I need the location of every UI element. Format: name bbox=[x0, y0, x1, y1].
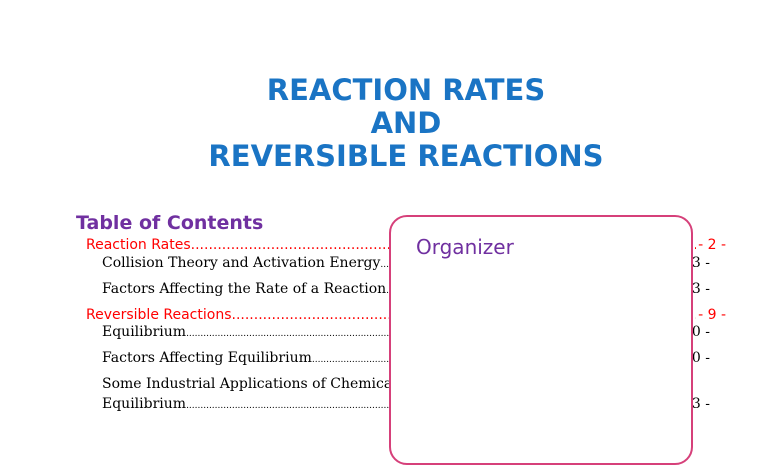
toc-entry-label: Collision Theory and Activation Energy bbox=[102, 255, 381, 271]
toc-entry-page: - 2 - bbox=[698, 237, 726, 253]
toc-entry-page: - 9 - bbox=[698, 307, 726, 323]
toc-entry-label: Equilibrium bbox=[102, 396, 187, 412]
document-title: REACTION RATES AND REVERSIBLE REACTIONS bbox=[0, 74, 784, 173]
organizer-panel: Organizer bbox=[389, 215, 693, 465]
toc-entry-industrial-line1: Some Industrial Applications of Chemical bbox=[102, 376, 397, 392]
title-line-3: REVERSIBLE REACTIONS bbox=[208, 139, 604, 173]
toc-entry-label: Factors Affecting Equilibrium bbox=[102, 350, 312, 366]
title-line-1: REACTION RATES bbox=[266, 73, 546, 107]
toc-entry-label: Reversible Reactions bbox=[86, 307, 232, 323]
toc-heading: Table of Contents bbox=[76, 212, 264, 234]
toc-entry-label: Reaction Rates bbox=[86, 237, 191, 253]
organizer-title: Organizer bbox=[416, 235, 514, 259]
toc-entry-label: Equilibrium bbox=[102, 324, 187, 340]
toc-entry-label: Factors Affecting the Rate of a Reaction bbox=[102, 281, 387, 297]
title-line-2: AND bbox=[370, 106, 442, 140]
